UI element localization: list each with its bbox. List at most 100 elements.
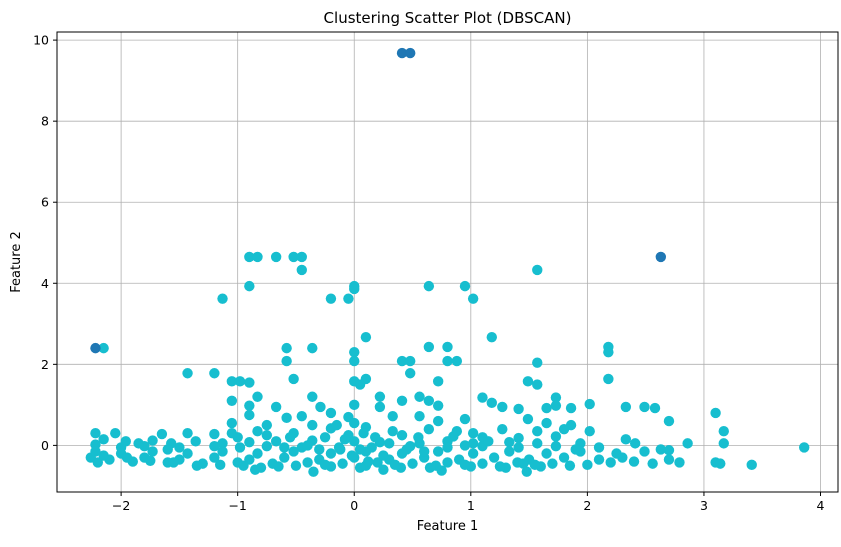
data-point (279, 452, 290, 463)
data-point (325, 293, 337, 304)
data-point (467, 448, 479, 459)
data-point (467, 438, 479, 449)
data-point (284, 432, 296, 443)
data-point (384, 438, 395, 449)
data-point (244, 280, 255, 292)
data-point (494, 461, 506, 472)
data-point (302, 440, 313, 451)
data-point (414, 391, 425, 402)
data-point (550, 431, 562, 442)
data-point (467, 428, 479, 439)
data-point (404, 355, 416, 367)
grid-layer (57, 32, 838, 492)
data-point (358, 428, 369, 439)
data-point (261, 430, 273, 441)
data-point (432, 376, 444, 387)
data-point (448, 431, 459, 442)
data-point (217, 293, 228, 304)
data-point (529, 459, 541, 471)
data-point (98, 342, 109, 354)
data-point (349, 355, 360, 367)
data-point (518, 458, 529, 469)
data-point (746, 459, 757, 471)
data-point (558, 423, 570, 435)
data-point (432, 415, 444, 427)
data-point (647, 458, 658, 469)
data-point (655, 444, 667, 455)
data-point (550, 392, 562, 403)
data-point (209, 452, 220, 463)
data-point (110, 428, 121, 439)
data-point (217, 438, 228, 449)
data-point (663, 415, 675, 427)
data-point (387, 426, 398, 437)
data-point (147, 435, 158, 446)
x-tick-label: 1 (467, 498, 475, 513)
data-point (603, 346, 614, 358)
data-point (331, 419, 342, 431)
y-tick-label: 10 (33, 33, 49, 48)
data-point (363, 456, 374, 467)
data-point (281, 412, 292, 424)
data-point (273, 461, 284, 472)
data-point (582, 459, 593, 471)
data-point (335, 444, 346, 455)
data-point (252, 251, 263, 263)
data-point (436, 465, 447, 476)
data-point (718, 426, 729, 437)
data-point (459, 280, 471, 292)
data-point (209, 368, 220, 379)
data-point (121, 452, 133, 463)
data-point (396, 430, 408, 441)
data-point (315, 401, 326, 413)
data-point (343, 293, 354, 304)
data-point (513, 442, 524, 453)
data-point (628, 456, 640, 467)
data-point (424, 462, 436, 473)
data-point (145, 455, 156, 466)
data-point (532, 357, 543, 368)
data-point (414, 411, 425, 422)
data-point (497, 423, 508, 435)
data-point (432, 446, 444, 457)
data-point (639, 446, 650, 457)
data-point (396, 47, 408, 59)
data-point (715, 458, 726, 469)
data-point (488, 452, 500, 463)
data-point (584, 398, 595, 410)
data-point (214, 459, 226, 471)
data-point (532, 264, 543, 276)
data-point (423, 341, 435, 353)
data-point (232, 432, 243, 443)
data-point (281, 355, 292, 367)
y-tick-label: 8 (41, 114, 49, 129)
data-point (98, 450, 109, 461)
data-point (174, 442, 185, 453)
data-point (226, 395, 238, 407)
data-point (244, 377, 255, 388)
data-point (459, 459, 471, 471)
data-point (349, 436, 360, 447)
data-point (423, 280, 435, 292)
data-point (288, 446, 299, 457)
data-point (182, 428, 193, 439)
data-point (404, 368, 416, 379)
data-point (486, 397, 497, 409)
data-point (354, 444, 366, 455)
data-point (396, 355, 408, 367)
data-point (156, 428, 168, 440)
data-point (360, 331, 372, 343)
data-point (522, 413, 534, 425)
x-axis-ticks: −2 −1 0 1 2 3 4 (112, 492, 825, 513)
data-point (504, 436, 515, 448)
data-point (682, 438, 693, 449)
data-point (182, 448, 193, 459)
data-point (649, 402, 661, 414)
data-point (98, 434, 109, 445)
data-point (270, 251, 282, 263)
x-tick-label: 4 (817, 498, 825, 513)
data-point (252, 426, 263, 437)
data-point (396, 395, 408, 407)
data-point (423, 395, 435, 407)
